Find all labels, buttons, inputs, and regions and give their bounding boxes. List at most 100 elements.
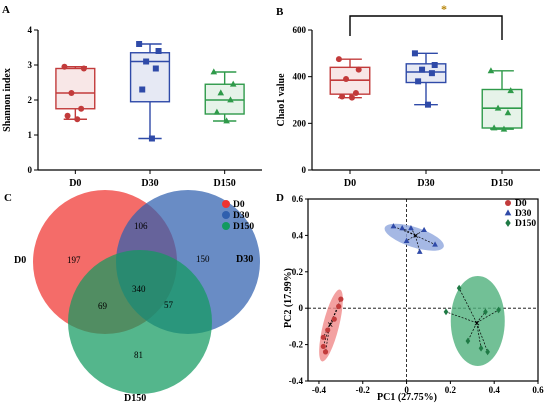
data-point bbox=[331, 316, 337, 322]
data-point bbox=[348, 94, 355, 101]
y-tick-label: -0.2 bbox=[289, 340, 304, 350]
data-point bbox=[229, 80, 237, 87]
y-tick-label: 3 bbox=[28, 60, 33, 70]
data-point bbox=[500, 125, 508, 132]
centroid-spoke bbox=[445, 311, 477, 324]
box-iqr bbox=[129, 52, 171, 103]
x-axis-title: PC1 (27.75%) bbox=[377, 392, 437, 403]
y-tick-label: -0.4 bbox=[289, 376, 304, 386]
centroid-spoke bbox=[476, 311, 486, 323]
box-d0 bbox=[329, 56, 371, 101]
data-point bbox=[496, 306, 501, 314]
venn-region-d150-only: 81 bbox=[134, 350, 143, 360]
box-d30 bbox=[129, 41, 171, 142]
series-d30: ✕ bbox=[384, 223, 444, 254]
series-d150: ✕ bbox=[443, 275, 505, 366]
centroid-spoke bbox=[476, 322, 488, 353]
panel-c-letter: C bbox=[4, 192, 12, 204]
legend-marker-d30 bbox=[504, 209, 512, 216]
venn-set-label-d30: D30 bbox=[236, 254, 253, 265]
plot-frame bbox=[307, 198, 539, 382]
venn-set-label-d0: D0 bbox=[14, 255, 26, 266]
venn-set-label-d150: D150 bbox=[124, 393, 146, 404]
data-point bbox=[419, 66, 426, 73]
box-iqr bbox=[55, 67, 96, 110]
data-point bbox=[424, 101, 431, 108]
legend-label-d0: D0 bbox=[233, 200, 245, 210]
venn-circle-d150 bbox=[68, 250, 212, 394]
data-point bbox=[465, 337, 471, 345]
y-tick-label: 1 bbox=[28, 130, 33, 140]
centroid-spoke bbox=[476, 309, 499, 324]
data-point bbox=[139, 86, 146, 93]
y-tick-label: 0.2 bbox=[292, 267, 304, 277]
data-point bbox=[339, 93, 346, 100]
box-iqr bbox=[204, 83, 245, 115]
data-point bbox=[223, 117, 230, 124]
x-tick-label: 0.6 bbox=[532, 385, 544, 395]
venn-region-all: 340 bbox=[132, 284, 146, 294]
data-point bbox=[421, 226, 427, 233]
data-point bbox=[504, 109, 512, 116]
y-tick-label: 200 bbox=[293, 118, 307, 128]
box-iqr bbox=[405, 63, 447, 84]
category-label-d150: D150 bbox=[491, 178, 513, 189]
x-tick-label: -0.2 bbox=[356, 385, 371, 395]
y-tick-label: 400 bbox=[293, 72, 307, 82]
data-point bbox=[343, 76, 350, 82]
category-label-d0: D0 bbox=[69, 178, 81, 189]
y-axis-title: Chao1 value bbox=[276, 73, 287, 127]
data-point bbox=[210, 68, 218, 75]
legend-label-d30: D30 bbox=[515, 209, 532, 219]
data-point bbox=[487, 67, 495, 74]
legend-marker-d150 bbox=[505, 219, 511, 227]
panel-b-boxplot: 0 200 400 600 Chao1 value D0 D30 D150 * bbox=[276, 2, 540, 189]
data-point bbox=[490, 124, 498, 131]
data-point bbox=[416, 248, 423, 254]
y-tick-label: 0 bbox=[302, 165, 307, 175]
significance-bracket bbox=[349, 15, 503, 40]
y-tick-label: 600 bbox=[293, 25, 307, 35]
panel-a-letter: A bbox=[2, 4, 10, 16]
data-point bbox=[411, 50, 418, 57]
category-label-d30: D30 bbox=[141, 178, 158, 189]
data-point bbox=[483, 308, 488, 316]
data-point bbox=[152, 65, 159, 72]
significance-star: * bbox=[441, 2, 447, 16]
category-label-d0: D0 bbox=[344, 178, 356, 189]
legend-label-d150: D150 bbox=[515, 219, 536, 229]
data-point bbox=[428, 70, 435, 77]
confidence-ellipse bbox=[384, 223, 444, 251]
data-point bbox=[325, 327, 331, 333]
panel-d-letter: D bbox=[276, 192, 284, 204]
data-point bbox=[148, 135, 155, 142]
data-point bbox=[74, 116, 81, 123]
data-point bbox=[64, 112, 71, 119]
data-point bbox=[136, 41, 143, 47]
data-point bbox=[443, 308, 449, 316]
legend-label-d150: D150 bbox=[233, 222, 254, 232]
panel-a-boxplot: 0 1 2 3 4 Shannon index D0 D30 D150 bbox=[2, 25, 262, 189]
x-tick-label: 0 bbox=[404, 385, 409, 395]
x-tick-label: 0.2 bbox=[445, 385, 457, 395]
y-tick-label: 4 bbox=[28, 25, 33, 35]
y-tick-label: 0.6 bbox=[292, 194, 304, 204]
legend-swatch-d30 bbox=[222, 211, 230, 219]
y-tick-label: 0.4 bbox=[292, 230, 304, 240]
box-d150 bbox=[204, 68, 245, 124]
centroid-spoke bbox=[476, 322, 482, 349]
venn-region-d30-d150: 57 bbox=[164, 300, 174, 310]
data-point bbox=[478, 344, 484, 352]
x-tick-label: -0.4 bbox=[312, 385, 327, 395]
data-point bbox=[320, 343, 326, 350]
series-d0: ✕ bbox=[319, 289, 344, 362]
venn-region-d0-d30: 106 bbox=[134, 221, 148, 231]
centroid-spoke bbox=[415, 235, 436, 245]
data-point bbox=[352, 90, 359, 96]
legend-swatch-d0 bbox=[222, 200, 230, 208]
centroid-spoke bbox=[458, 288, 477, 323]
legend-marker-d0 bbox=[505, 200, 511, 206]
venn-region-d30-only: 150 bbox=[196, 254, 210, 264]
data-point bbox=[320, 334, 326, 340]
